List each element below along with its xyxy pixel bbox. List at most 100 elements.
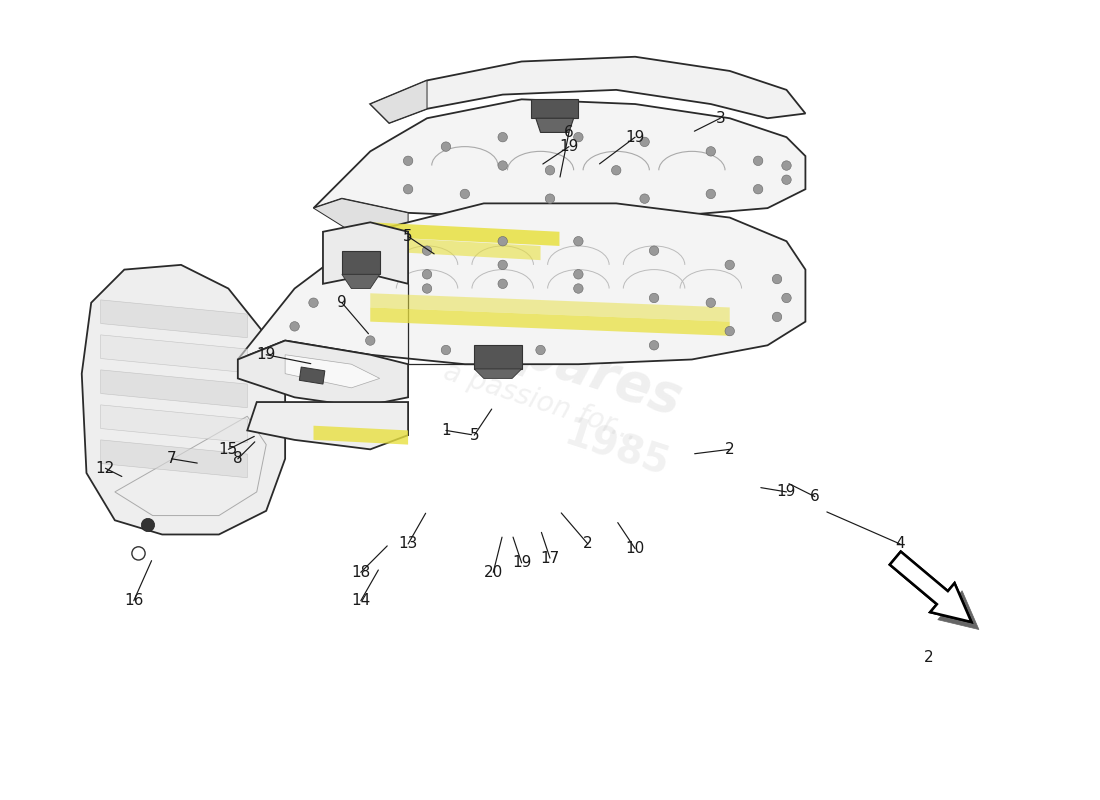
Text: 17: 17 [540, 550, 560, 566]
Text: eurospares: eurospares [355, 274, 689, 426]
Circle shape [441, 346, 451, 354]
Polygon shape [805, 733, 829, 757]
Text: 13: 13 [398, 537, 418, 551]
Polygon shape [248, 402, 408, 450]
Circle shape [754, 156, 762, 166]
Polygon shape [238, 341, 371, 378]
Circle shape [706, 189, 715, 198]
Circle shape [536, 346, 546, 354]
Text: 10: 10 [626, 541, 645, 556]
Polygon shape [824, 781, 966, 800]
Polygon shape [371, 294, 729, 322]
Polygon shape [371, 237, 540, 260]
Text: 15: 15 [219, 442, 238, 457]
Polygon shape [323, 222, 408, 284]
Text: 1: 1 [441, 423, 451, 438]
Polygon shape [898, 559, 979, 630]
Text: 18: 18 [351, 565, 371, 580]
Circle shape [782, 294, 791, 302]
Polygon shape [890, 552, 971, 622]
Circle shape [498, 161, 507, 170]
Circle shape [460, 189, 470, 198]
Circle shape [365, 336, 375, 346]
Polygon shape [101, 300, 248, 338]
Polygon shape [371, 222, 560, 246]
Polygon shape [824, 752, 966, 800]
Circle shape [706, 146, 715, 156]
Circle shape [960, 737, 972, 748]
Circle shape [546, 194, 554, 203]
Text: 8: 8 [233, 451, 243, 466]
Circle shape [612, 166, 620, 175]
Circle shape [649, 294, 659, 302]
Circle shape [309, 298, 318, 307]
Text: a passion for...: a passion for... [440, 358, 641, 446]
Polygon shape [371, 57, 805, 123]
Text: 2: 2 [583, 537, 593, 551]
Circle shape [546, 166, 554, 175]
Text: 19: 19 [256, 347, 276, 362]
Text: 16: 16 [124, 593, 143, 608]
Circle shape [725, 326, 735, 336]
Text: 9: 9 [337, 295, 346, 310]
Text: 5: 5 [404, 229, 412, 244]
Polygon shape [474, 369, 521, 378]
Circle shape [290, 322, 299, 331]
Text: 2: 2 [924, 650, 933, 665]
Circle shape [573, 284, 583, 294]
Polygon shape [314, 198, 408, 237]
Circle shape [132, 546, 145, 560]
Circle shape [573, 270, 583, 279]
Text: 4: 4 [895, 537, 905, 551]
Circle shape [141, 518, 155, 532]
Polygon shape [299, 367, 324, 384]
Polygon shape [805, 672, 994, 800]
Text: 14: 14 [351, 593, 371, 608]
Polygon shape [81, 265, 285, 534]
Text: 3: 3 [715, 110, 725, 126]
Circle shape [498, 237, 507, 246]
Polygon shape [371, 81, 427, 123]
Circle shape [640, 137, 649, 146]
Polygon shape [238, 341, 408, 406]
Circle shape [404, 156, 412, 166]
Circle shape [858, 743, 866, 751]
Text: 19: 19 [777, 485, 796, 499]
Circle shape [925, 753, 932, 761]
Polygon shape [314, 99, 805, 218]
Circle shape [896, 772, 904, 779]
Circle shape [422, 270, 432, 279]
Polygon shape [371, 307, 729, 336]
Circle shape [772, 312, 782, 322]
Polygon shape [101, 335, 248, 373]
Polygon shape [342, 274, 380, 289]
Polygon shape [285, 354, 380, 388]
Text: 12: 12 [96, 461, 115, 476]
Circle shape [782, 161, 791, 170]
Circle shape [498, 279, 507, 289]
Polygon shape [101, 405, 248, 442]
Polygon shape [824, 729, 947, 776]
Text: 1985: 1985 [559, 414, 673, 484]
Circle shape [404, 185, 412, 194]
Circle shape [573, 133, 583, 142]
Text: 20: 20 [484, 565, 503, 580]
Circle shape [858, 772, 866, 779]
Polygon shape [531, 99, 579, 118]
Polygon shape [101, 440, 248, 478]
Polygon shape [890, 552, 971, 622]
Polygon shape [238, 203, 805, 364]
Text: 19: 19 [559, 139, 579, 154]
Circle shape [649, 341, 659, 350]
Text: 19: 19 [512, 555, 531, 570]
Polygon shape [101, 370, 248, 408]
Polygon shape [314, 426, 408, 445]
Circle shape [706, 298, 715, 307]
Circle shape [422, 246, 432, 255]
Circle shape [772, 274, 782, 284]
Circle shape [725, 260, 735, 270]
Polygon shape [342, 250, 380, 274]
Circle shape [573, 237, 583, 246]
Circle shape [365, 270, 375, 279]
Text: 19: 19 [626, 130, 645, 145]
